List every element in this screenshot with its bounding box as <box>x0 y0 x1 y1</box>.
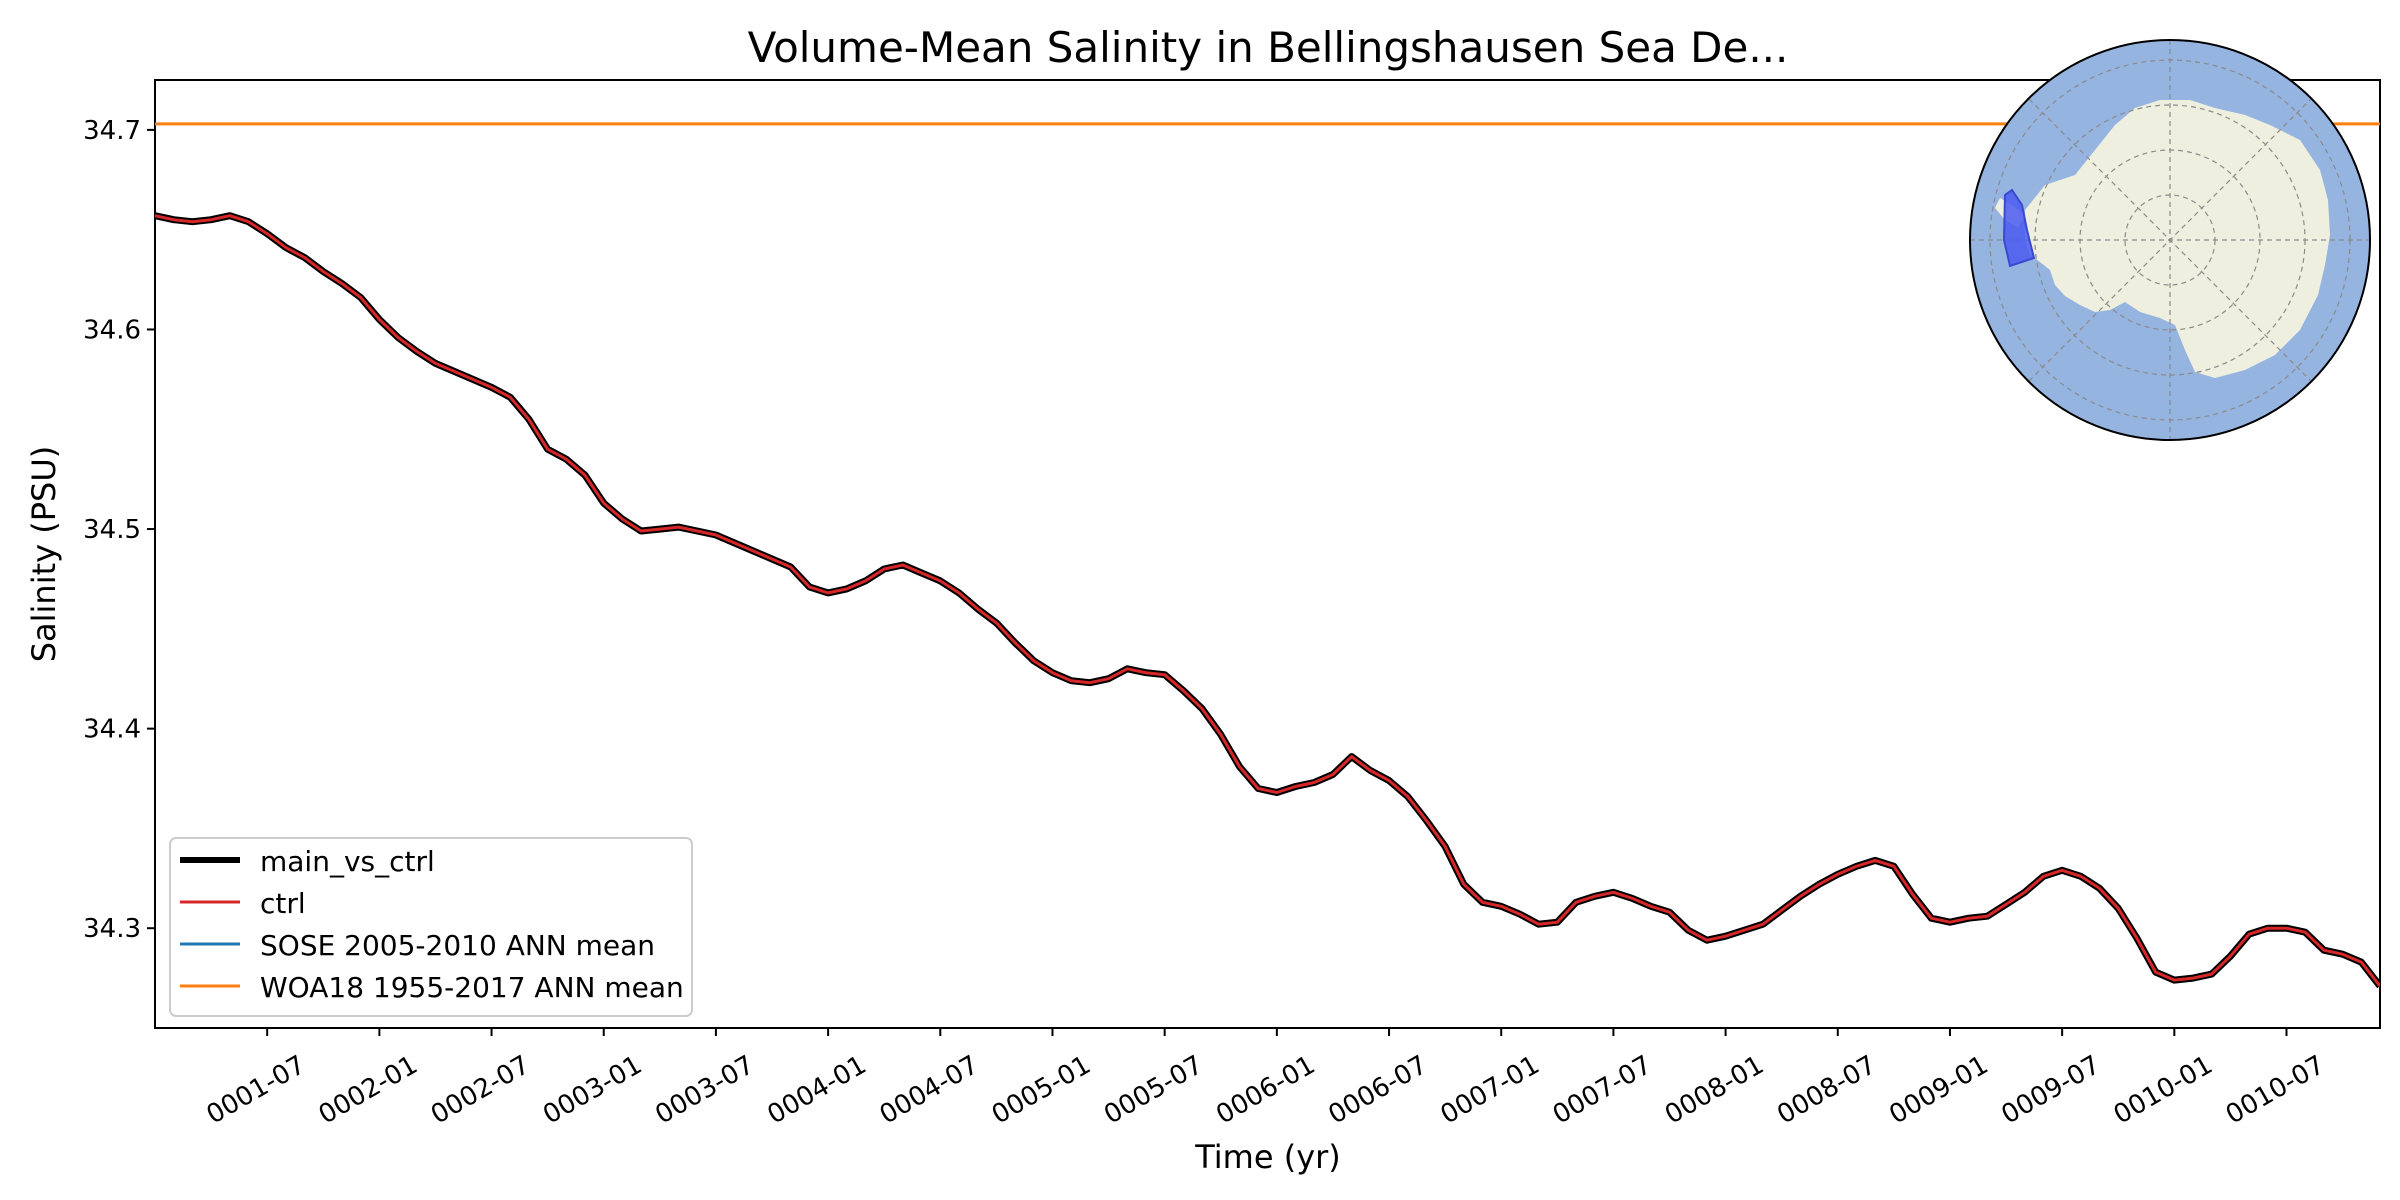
x-tick-label: 0007-07 <box>1548 1050 1657 1130</box>
antarctica-inset-map <box>1969 39 2371 441</box>
x-tick-label: 0002-01 <box>314 1050 423 1130</box>
x-tick-label: 0006-07 <box>1323 1050 1432 1130</box>
y-axis: 34.3 34.4 34.5 34.6 34.7 <box>83 116 155 944</box>
x-tick-label: 0007-01 <box>1436 1050 1545 1130</box>
legend-label-main-vs-ctrl: main_vs_ctrl <box>260 845 435 878</box>
y-axis-label: Salinity (PSU) <box>25 446 63 663</box>
y-tick-label: 34.7 <box>83 116 141 146</box>
x-tick-label: 0003-07 <box>650 1050 759 1130</box>
x-tick-label: 0005-07 <box>1099 1050 1208 1130</box>
x-tick-label: 0006-01 <box>1211 1050 1320 1130</box>
map-border <box>1969 39 2371 441</box>
x-axis: 0001-07 0002-01 0002-07 0003-01 0003-07 0004-… <box>202 1028 2330 1130</box>
y-tick-label: 34.3 <box>83 914 141 944</box>
x-tick-label: 0008-07 <box>1772 1050 1881 1130</box>
x-tick-label: 0005-01 <box>987 1050 1096 1130</box>
y-tick-label: 34.6 <box>83 315 141 345</box>
x-tick-label: 0002-07 <box>426 1050 535 1130</box>
x-tick-label: 0009-07 <box>1997 1050 2106 1130</box>
legend: main_vs_ctrl ctrl SOSE 2005-2010 ANN mea… <box>169 837 693 1017</box>
x-tick-label: 0010-01 <box>2109 1050 2218 1130</box>
legend-label-ctrl: ctrl <box>260 887 306 920</box>
x-axis-label: Time (yr) <box>1194 1138 1341 1176</box>
x-tick-label: 0010-07 <box>2221 1050 2330 1130</box>
legend-label-woa18: WOA18 1955-2017 ANN mean <box>260 971 684 1004</box>
x-tick-label: 0003-01 <box>538 1050 647 1130</box>
x-tick-label: 0008-01 <box>1660 1050 1769 1130</box>
series-line-ctrl <box>155 214 2380 988</box>
x-tick-label: 0004-07 <box>875 1050 984 1130</box>
legend-label-sose: SOSE 2005-2010 ANN mean <box>260 929 655 962</box>
y-tick-label: 34.5 <box>83 515 141 545</box>
y-tick-label: 34.4 <box>83 715 141 745</box>
legend-box <box>169 837 693 1017</box>
map-graticule <box>1970 40 2370 440</box>
bellingshausen-region <box>2002 188 2036 268</box>
x-tick-label: 0009-01 <box>1884 1050 1993 1130</box>
x-tick-label: 0001-07 <box>202 1050 311 1130</box>
x-tick-label: 0004-01 <box>763 1050 872 1130</box>
chart-title: Volume-Mean Salinity in Bellingshausen S… <box>748 23 1789 72</box>
